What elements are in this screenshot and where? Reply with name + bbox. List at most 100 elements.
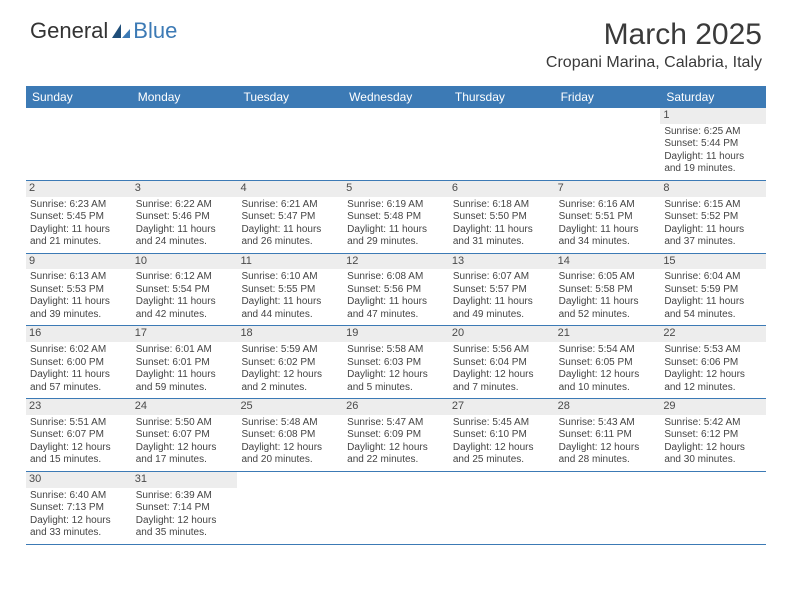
daylight-text: Daylight: 11 hours and 26 minutes. (241, 224, 339, 249)
empty-cell (555, 108, 661, 180)
sunset-text: Sunset: 6:03 PM (347, 357, 445, 370)
sunrise-text: Sunrise: 6:04 AM (664, 271, 762, 284)
sunrise-text: Sunrise: 6:12 AM (136, 271, 234, 284)
logo: General Blue (30, 18, 177, 44)
logo-text-general: General (30, 18, 108, 44)
page-title: March 2025 (546, 18, 762, 52)
sunrise-text: Sunrise: 5:50 AM (136, 417, 234, 430)
daylight-text: Daylight: 11 hours and 52 minutes. (559, 296, 657, 321)
sunset-text: Sunset: 6:10 PM (453, 429, 551, 442)
daylight-text: Daylight: 12 hours and 5 minutes. (347, 369, 445, 394)
day-header-monday: Monday (132, 86, 238, 108)
day-header-thursday: Thursday (449, 86, 555, 108)
title-block: March 2025 Cropani Marina, Calabria, Ita… (546, 18, 762, 72)
day-cell: 17Sunrise: 6:01 AMSunset: 6:01 PMDayligh… (132, 326, 238, 398)
sunset-text: Sunset: 6:06 PM (664, 357, 762, 370)
daylight-text: Daylight: 12 hours and 22 minutes. (347, 442, 445, 467)
daylight-text: Daylight: 11 hours and 29 minutes. (347, 224, 445, 249)
daylight-text: Daylight: 11 hours and 49 minutes. (453, 296, 551, 321)
day-number: 7 (555, 181, 661, 197)
calendar: SundayMondayTuesdayWednesdayThursdayFrid… (26, 86, 766, 545)
day-cell: 13Sunrise: 6:07 AMSunset: 5:57 PMDayligh… (449, 254, 555, 326)
daylight-text: Daylight: 11 hours and 57 minutes. (30, 369, 128, 394)
empty-cell (449, 108, 555, 180)
daylight-text: Daylight: 11 hours and 19 minutes. (664, 151, 762, 176)
day-number: 5 (343, 181, 449, 197)
day-cell: 11Sunrise: 6:10 AMSunset: 5:55 PMDayligh… (237, 254, 343, 326)
empty-cell (237, 108, 343, 180)
daylight-text: Daylight: 12 hours and 12 minutes. (664, 369, 762, 394)
sunset-text: Sunset: 5:48 PM (347, 211, 445, 224)
day-cell: 20Sunrise: 5:56 AMSunset: 6:04 PMDayligh… (449, 326, 555, 398)
daylight-text: Daylight: 11 hours and 54 minutes. (664, 296, 762, 321)
day-header-sunday: Sunday (26, 86, 132, 108)
sunset-text: Sunset: 6:05 PM (559, 357, 657, 370)
day-cell: 24Sunrise: 5:50 AMSunset: 6:07 PMDayligh… (132, 399, 238, 471)
sunrise-text: Sunrise: 6:22 AM (136, 199, 234, 212)
sunset-text: Sunset: 5:56 PM (347, 284, 445, 297)
sail-icon (110, 23, 132, 39)
day-number: 26 (343, 399, 449, 415)
day-cell: 16Sunrise: 6:02 AMSunset: 6:00 PMDayligh… (26, 326, 132, 398)
daylight-text: Daylight: 12 hours and 25 minutes. (453, 442, 551, 467)
day-number: 12 (343, 254, 449, 270)
sunrise-text: Sunrise: 6:15 AM (664, 199, 762, 212)
daylight-text: Daylight: 12 hours and 28 minutes. (559, 442, 657, 467)
sunset-text: Sunset: 5:45 PM (30, 211, 128, 224)
day-cell: 3Sunrise: 6:22 AMSunset: 5:46 PMDaylight… (132, 181, 238, 253)
day-number: 17 (132, 326, 238, 342)
logo-text-blue: Blue (133, 18, 177, 44)
day-number: 13 (449, 254, 555, 270)
week-row: 9Sunrise: 6:13 AMSunset: 5:53 PMDaylight… (26, 254, 766, 327)
day-number: 20 (449, 326, 555, 342)
daylight-text: Daylight: 11 hours and 44 minutes. (241, 296, 339, 321)
daylight-text: Daylight: 12 hours and 20 minutes. (241, 442, 339, 467)
sunrise-text: Sunrise: 5:53 AM (664, 344, 762, 357)
sunset-text: Sunset: 6:08 PM (241, 429, 339, 442)
daylight-text: Daylight: 12 hours and 10 minutes. (559, 369, 657, 394)
empty-cell (555, 472, 661, 544)
day-number: 16 (26, 326, 132, 342)
sunset-text: Sunset: 5:55 PM (241, 284, 339, 297)
day-number: 29 (660, 399, 766, 415)
day-number: 10 (132, 254, 238, 270)
week-row: 30Sunrise: 6:40 AMSunset: 7:13 PMDayligh… (26, 472, 766, 545)
sunrise-text: Sunrise: 5:51 AM (30, 417, 128, 430)
day-cell: 2Sunrise: 6:23 AMSunset: 5:45 PMDaylight… (26, 181, 132, 253)
sunrise-text: Sunrise: 6:07 AM (453, 271, 551, 284)
sunrise-text: Sunrise: 6:18 AM (453, 199, 551, 212)
sunset-text: Sunset: 5:50 PM (453, 211, 551, 224)
daylight-text: Daylight: 12 hours and 30 minutes. (664, 442, 762, 467)
day-cell: 31Sunrise: 6:39 AMSunset: 7:14 PMDayligh… (132, 472, 238, 544)
daylight-text: Daylight: 11 hours and 21 minutes. (30, 224, 128, 249)
day-cell: 4Sunrise: 6:21 AMSunset: 5:47 PMDaylight… (237, 181, 343, 253)
day-cell: 8Sunrise: 6:15 AMSunset: 5:52 PMDaylight… (660, 181, 766, 253)
sunrise-text: Sunrise: 6:40 AM (30, 490, 128, 503)
day-cell: 29Sunrise: 5:42 AMSunset: 6:12 PMDayligh… (660, 399, 766, 471)
day-header-row: SundayMondayTuesdayWednesdayThursdayFrid… (26, 86, 766, 108)
sunrise-text: Sunrise: 6:21 AM (241, 199, 339, 212)
day-header-saturday: Saturday (660, 86, 766, 108)
day-cell: 28Sunrise: 5:43 AMSunset: 6:11 PMDayligh… (555, 399, 661, 471)
day-cell: 10Sunrise: 6:12 AMSunset: 5:54 PMDayligh… (132, 254, 238, 326)
sunset-text: Sunset: 6:04 PM (453, 357, 551, 370)
day-cell: 14Sunrise: 6:05 AMSunset: 5:58 PMDayligh… (555, 254, 661, 326)
day-cell: 22Sunrise: 5:53 AMSunset: 6:06 PMDayligh… (660, 326, 766, 398)
day-cell: 12Sunrise: 6:08 AMSunset: 5:56 PMDayligh… (343, 254, 449, 326)
day-cell: 23Sunrise: 5:51 AMSunset: 6:07 PMDayligh… (26, 399, 132, 471)
sunset-text: Sunset: 5:54 PM (136, 284, 234, 297)
sunrise-text: Sunrise: 5:59 AM (241, 344, 339, 357)
day-number: 14 (555, 254, 661, 270)
sunrise-text: Sunrise: 5:54 AM (559, 344, 657, 357)
day-cell: 27Sunrise: 5:45 AMSunset: 6:10 PMDayligh… (449, 399, 555, 471)
weeks-container: 1Sunrise: 6:25 AMSunset: 5:44 PMDaylight… (26, 108, 766, 545)
sunset-text: Sunset: 5:47 PM (241, 211, 339, 224)
empty-cell (343, 108, 449, 180)
day-number: 28 (555, 399, 661, 415)
week-row: 16Sunrise: 6:02 AMSunset: 6:00 PMDayligh… (26, 326, 766, 399)
day-number: 8 (660, 181, 766, 197)
day-cell: 9Sunrise: 6:13 AMSunset: 5:53 PMDaylight… (26, 254, 132, 326)
week-row: 2Sunrise: 6:23 AMSunset: 5:45 PMDaylight… (26, 181, 766, 254)
day-number: 18 (237, 326, 343, 342)
day-cell: 18Sunrise: 5:59 AMSunset: 6:02 PMDayligh… (237, 326, 343, 398)
